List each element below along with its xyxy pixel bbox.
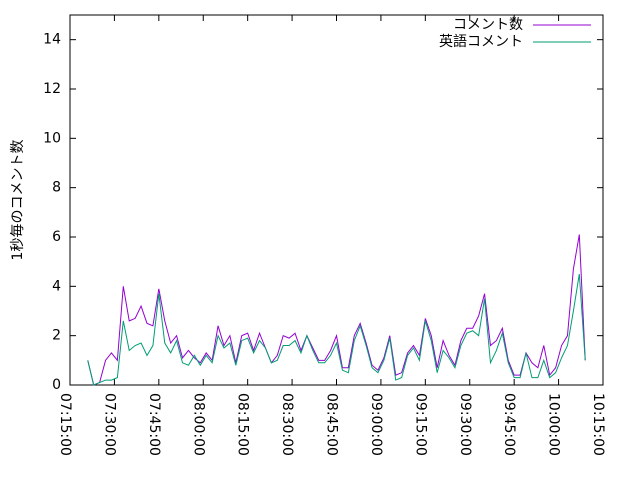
- x-tick-label: 07:45:00: [146, 393, 162, 456]
- x-tick-label: 07:15:00: [57, 393, 73, 456]
- y-tick-label: 8: [52, 180, 61, 196]
- legend-label: 英語コメント: [439, 33, 523, 50]
- x-tick-label: 10:15:00: [590, 393, 606, 456]
- x-tick-label: 10:00:00: [546, 393, 562, 456]
- x-tick-label: 09:30:00: [457, 393, 473, 456]
- x-tick-label: 07:30:00: [101, 393, 117, 456]
- x-tick-label: 09:45:00: [501, 393, 517, 456]
- series-line: [87, 273, 586, 386]
- y-tick-label: 0: [52, 377, 61, 393]
- x-tick-label: 08:30:00: [279, 393, 295, 456]
- x-tick-label: 08:15:00: [235, 393, 251, 456]
- plot-border: [69, 14, 604, 386]
- y-tick-label: 10: [43, 130, 61, 146]
- y-axis-label: 1秒毎のコメント数: [10, 140, 26, 261]
- legend-label: コメント数: [453, 17, 523, 33]
- x-tick-label: 08:45:00: [324, 393, 340, 456]
- y-tick-label: 6: [52, 229, 61, 245]
- y-tick-label: 12: [43, 81, 61, 97]
- y-tick-label: 4: [52, 278, 61, 294]
- y-tick-label: 2: [52, 328, 61, 344]
- x-tick-label: 08:00:00: [190, 393, 206, 456]
- series-line: [87, 234, 586, 386]
- y-tick-label: 14: [43, 32, 61, 48]
- x-tick-label: 09:00:00: [368, 393, 384, 456]
- x-tick-label: 09:15:00: [412, 393, 428, 456]
